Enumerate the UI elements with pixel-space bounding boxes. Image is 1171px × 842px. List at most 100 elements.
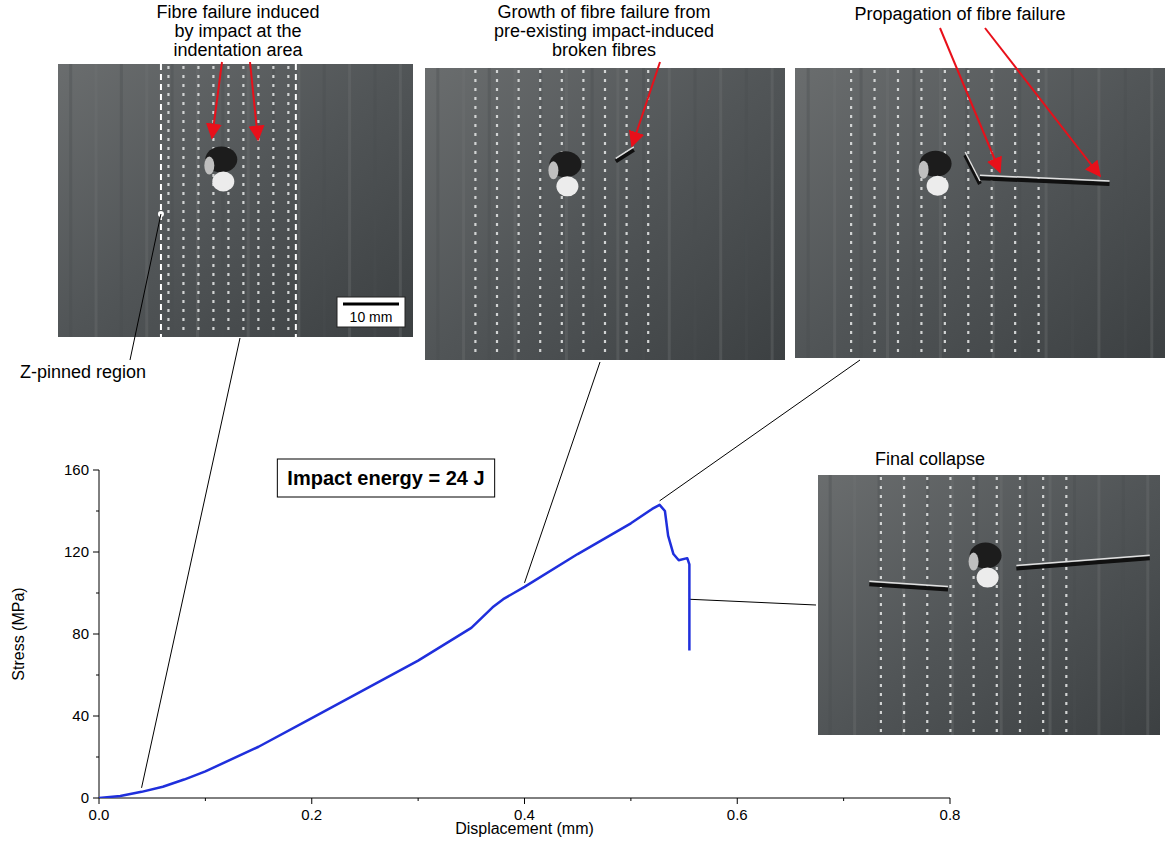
y-minor-tick [96, 675, 99, 676]
z-pin [647, 70, 649, 358]
z-pin [474, 70, 476, 358]
z-pin [242, 66, 244, 335]
fibre-crack-edge [980, 175, 1110, 181]
photo-texture [196, 64, 199, 337]
photo-texture [514, 68, 517, 360]
z-pin [897, 70, 899, 356]
photo-texture [120, 64, 123, 337]
photo-texture [436, 68, 439, 360]
indentation-highlight [927, 176, 949, 196]
photo-texture [1146, 475, 1149, 735]
photo-texture [591, 68, 594, 360]
photo-texture [462, 68, 465, 360]
photo-texture [878, 475, 881, 735]
scale-bar-box [337, 297, 405, 327]
photo-texture [171, 64, 174, 337]
y-tick [93, 470, 99, 471]
photo-texture [1073, 475, 1076, 735]
photo [818, 475, 1160, 735]
photo-texture [323, 64, 326, 337]
z-pin [873, 70, 875, 356]
z-pin [944, 70, 946, 356]
photo-texture [1000, 475, 1003, 735]
y-axis-title: Stress (MPa) [10, 587, 27, 680]
y-tick [93, 552, 99, 553]
photo-texture [853, 475, 856, 735]
fibre-crack-edge [616, 147, 634, 159]
x-tick [737, 798, 738, 804]
z-pin [949, 477, 951, 733]
x-tick [99, 798, 100, 804]
photo-texture [348, 64, 351, 337]
z-pinned-boundary [160, 64, 162, 337]
leader-line [689, 599, 816, 605]
region-pointer [130, 214, 161, 360]
photo-texture [719, 68, 722, 360]
fibre-crack-edge [1016, 555, 1149, 565]
photo-ground [818, 475, 1160, 735]
photo-texture [565, 68, 568, 360]
photo-texture [939, 68, 942, 358]
photo-texture [399, 64, 402, 337]
photo-caption: Final collapse [875, 449, 985, 469]
z-pin [604, 70, 606, 358]
photo-caption: by impact at the [174, 21, 301, 41]
callout-arrow [940, 28, 1000, 172]
photo-texture [860, 68, 863, 358]
photo-ground [795, 68, 1165, 358]
photo [795, 68, 1165, 358]
z-pin [539, 70, 541, 358]
photo-texture [992, 68, 995, 358]
z-pin [167, 66, 169, 335]
z-pin [1065, 477, 1067, 733]
z-pin [1019, 477, 1021, 733]
x-tick-label: 0.2 [301, 806, 322, 823]
x-tick-label: 0.6 [727, 806, 748, 823]
leader-line [142, 338, 240, 788]
photo-texture [373, 64, 376, 337]
photo-texture [1045, 68, 1048, 358]
y-minor-tick [96, 511, 99, 512]
z-pin [582, 70, 584, 358]
x-tick-label: 0.8 [940, 806, 961, 823]
z-pin [1037, 70, 1039, 356]
x-axis-title: Displacement (mm) [455, 820, 594, 837]
photo [425, 68, 785, 360]
photo-texture [694, 68, 697, 360]
photo-texture [297, 64, 300, 337]
y-tick-label: 80 [72, 625, 89, 642]
stress-curve [99, 505, 689, 798]
z-pin [903, 477, 905, 733]
x-minor-tick [418, 798, 419, 801]
photo-texture [1124, 68, 1127, 358]
photo-caption: Propagation of fibre failure [854, 4, 1065, 24]
x-minor-tick [205, 798, 206, 801]
photo-caption: Growth of fibre failure from [497, 2, 710, 22]
scale-bar-label: 10 mm [350, 309, 393, 325]
z-pinned-boundary [295, 64, 297, 337]
impact-energy-box [277, 459, 494, 497]
z-pin [257, 66, 259, 335]
region-label: Z-pinned region [20, 362, 146, 382]
z-pin [850, 70, 852, 356]
photo-texture [1097, 68, 1100, 358]
photo-texture [833, 68, 836, 358]
axes: 0.00.20.40.60.804080120160Displacement (… [10, 461, 960, 837]
callout-arrow [250, 62, 258, 140]
fibre-crack [616, 150, 634, 162]
photo-ground [425, 68, 785, 360]
photo-texture [926, 475, 929, 735]
photo-texture [1049, 475, 1052, 735]
photo-texture [247, 64, 250, 337]
photo-ground [58, 64, 413, 337]
y-minor-tick [96, 593, 99, 594]
x-minor-tick [630, 798, 631, 801]
z-pin [880, 477, 882, 733]
z-pin [227, 66, 229, 335]
z-pin [1014, 70, 1016, 356]
z-pin [287, 66, 289, 335]
y-minor-tick [96, 757, 99, 758]
y-tick-label: 120 [64, 543, 89, 560]
indentation-highlight [556, 176, 578, 196]
z-pin [920, 70, 922, 356]
